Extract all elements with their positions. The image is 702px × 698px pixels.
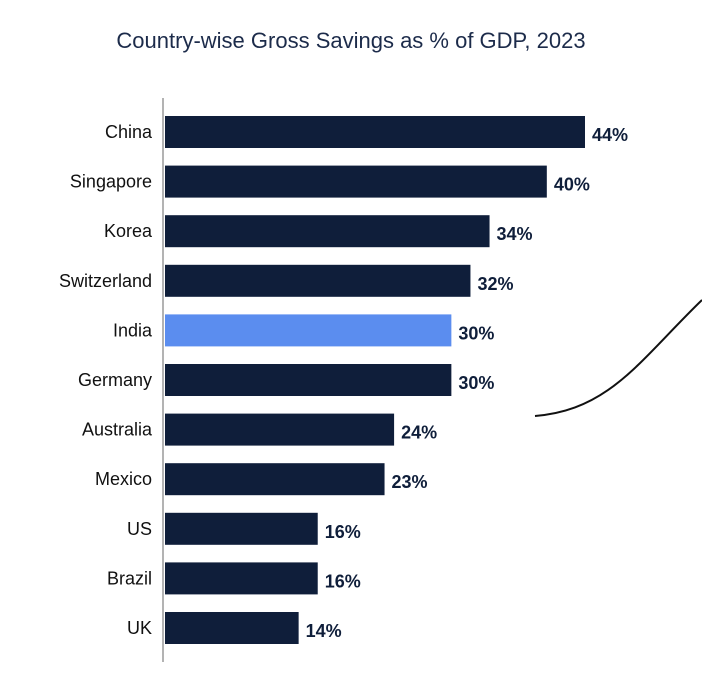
category-label-india: India [113, 320, 153, 340]
bar-korea [165, 215, 490, 248]
value-label-brazil: 16% [325, 571, 361, 591]
category-label-germany: Germany [78, 370, 152, 390]
bar-india [165, 314, 452, 347]
bar-germany [165, 364, 452, 396]
value-label-korea: 34% [497, 224, 533, 244]
bar-mexico [165, 463, 385, 496]
category-label-china: China [105, 122, 153, 142]
value-label-germany: 30% [458, 373, 494, 393]
category-label-mexico: Mexico [95, 469, 152, 489]
decorative-curve [534, 299, 702, 417]
category-label-switzerland: Switzerland [59, 271, 152, 291]
bar-singapore [165, 165, 547, 198]
value-label-india: 30% [458, 323, 494, 343]
category-label-us: US [127, 519, 152, 539]
value-label-australia: 24% [401, 423, 437, 443]
category-label-australia: Australia [82, 420, 153, 440]
bar-brazil [165, 562, 318, 595]
bar-us [165, 512, 318, 545]
bars-layer: China 44% Singapore 40% Korea 34% Switzerland 3… [59, 116, 628, 644]
bar-china [165, 116, 585, 148]
bar-australia [165, 413, 395, 446]
bar-switzerland [165, 264, 471, 297]
category-label-singapore: Singapore [70, 172, 152, 192]
category-label-brazil: Brazil [107, 568, 152, 588]
category-label-korea: Korea [104, 221, 153, 241]
value-label-china: 44% [592, 125, 628, 145]
bar-uk [165, 612, 299, 644]
value-label-singapore: 40% [554, 175, 590, 195]
category-label-uk: UK [127, 618, 152, 638]
value-label-uk: 14% [306, 621, 342, 641]
value-label-mexico: 23% [392, 472, 428, 492]
value-label-switzerland: 32% [477, 274, 513, 294]
chart-title: Country-wise Gross Savings as % of GDP, … [116, 28, 586, 53]
value-label-us: 16% [325, 522, 361, 542]
